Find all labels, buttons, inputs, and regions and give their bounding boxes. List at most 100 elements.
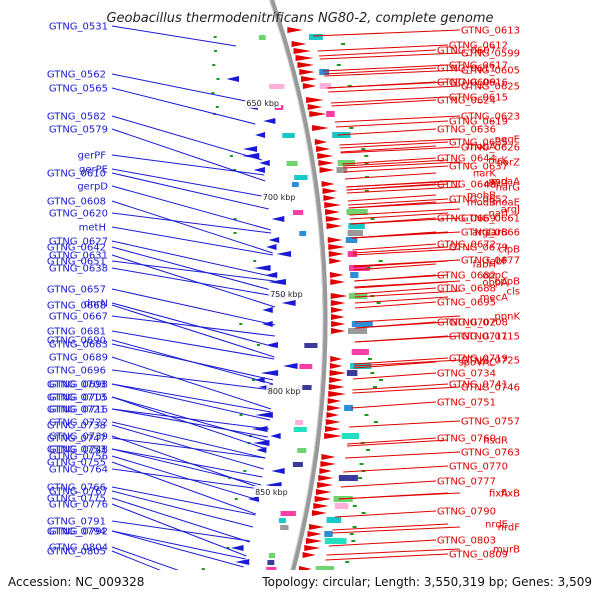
- forward-gene-arrow: [329, 363, 343, 369]
- feature-block: [349, 265, 370, 271]
- tick-mark: [211, 92, 215, 94]
- feature-block: [344, 405, 354, 411]
- left-gene-label: GTNG_0722: [49, 418, 108, 429]
- left-gene-label: GTNG_0642: [47, 243, 106, 254]
- right-gene-label: GTNG_0763: [461, 448, 520, 459]
- tick-mark: [367, 358, 372, 360]
- right-leader-line: [354, 287, 437, 295]
- tick-mark: [373, 386, 377, 388]
- feature-block: [348, 328, 368, 334]
- scale-mark-label: 750 kbp: [270, 290, 303, 299]
- tick-mark: [243, 470, 247, 472]
- right-gene-label: mobB: [467, 191, 496, 202]
- left-leader-line: [111, 383, 271, 421]
- left-gene-label: gerPF: [78, 151, 107, 162]
- right-gene-label: GTNG_0679: [449, 243, 508, 254]
- feature-block: [286, 161, 298, 166]
- left-leader-line: [111, 461, 256, 515]
- right-leader-line: [354, 290, 461, 298]
- forward-gene-arrow: [305, 538, 323, 544]
- tick-mark: [358, 477, 363, 479]
- feature-block: [346, 209, 368, 215]
- forward-gene-arrow: [320, 461, 336, 467]
- tick-mark: [201, 568, 205, 570]
- left-gene-label: GTNG_0764: [49, 465, 108, 476]
- right-leader-line: [318, 49, 437, 57]
- feature-block: [336, 167, 348, 173]
- forward-gene-arrow: [311, 510, 327, 516]
- left-gene-label: GTNG_0747: [47, 434, 106, 445]
- label-leader-lines: [111, 25, 461, 600]
- reverse-gene-arrow: [268, 237, 280, 243]
- right-leader-line: [322, 64, 449, 72]
- tick-mark: [365, 176, 369, 178]
- left-gene-label: GTNG_0651: [47, 257, 106, 268]
- forward-gene-arrow: [327, 237, 343, 243]
- left-gene-label: GTNG_0775: [47, 494, 106, 505]
- right-leader-line: [334, 115, 461, 123]
- tick-mark: [233, 169, 237, 171]
- left-leader-line: [111, 25, 237, 47]
- right-leader-line: [325, 553, 449, 561]
- tick-mark: [215, 106, 219, 108]
- scale-mark-label: 800 kbp: [268, 387, 301, 396]
- right-gene-label: GTNG_0607: [437, 46, 496, 57]
- left-leader-line: [111, 486, 256, 516]
- forward-gene-arrow: [322, 188, 338, 194]
- feature-block: [319, 83, 332, 89]
- scale-mark-bg: [245, 97, 282, 108]
- reverse-gene-arrow: [260, 370, 279, 376]
- reverse-gene-arrow: [266, 244, 277, 250]
- right-leader-line: [331, 99, 437, 107]
- tick-mark: [352, 505, 357, 507]
- left-gene-label: GTNG_0738: [47, 421, 106, 432]
- left-gene-label: GTNG_0681: [47, 327, 106, 338]
- left-gene-label: GTNG_0748: [49, 445, 108, 456]
- feature-block: [324, 538, 347, 544]
- right-leader-line: [354, 274, 437, 282]
- left-leader-line: [111, 254, 276, 308]
- genome-title: Geobacillus thermodenitrificans NG80-2, …: [106, 11, 493, 26]
- left-gene-label: GTNG_0698: [49, 380, 108, 391]
- forward-gene-arrow: [330, 356, 343, 362]
- left-leader-line: [111, 172, 269, 210]
- tick-mark: [256, 344, 260, 346]
- right-leader-line: [340, 480, 437, 488]
- feature-block: [347, 251, 357, 257]
- scale-mark-bg: [266, 385, 303, 396]
- right-gene-label: GTNG_0741: [449, 380, 508, 391]
- left-gene-label: dnrN: [84, 299, 108, 310]
- forward-gene-arrow: [327, 405, 342, 411]
- right-gene-label: GTNG_0615: [449, 93, 508, 104]
- forward-gene-arrow: [326, 412, 339, 418]
- right-leader-line: [338, 492, 449, 500]
- right-gene-label: GTNG_0688: [437, 284, 496, 295]
- right-gene-label: argJ: [501, 205, 520, 216]
- reverse-gene-arrow: [268, 279, 286, 285]
- right-gene-label: GTNG_0790: [437, 507, 496, 518]
- left-gene-label: GTNG_0689: [49, 353, 108, 364]
- right-gene-label: GTNG_0637: [449, 162, 508, 173]
- forward-gene-arrow: [291, 41, 307, 47]
- left-gene-label: GTNG_0703: [47, 380, 106, 391]
- tick-mark: [233, 232, 237, 234]
- feature-block: [326, 517, 342, 523]
- tick-mark: [214, 50, 218, 52]
- right-gene-label: narG: [496, 183, 520, 194]
- left-gene-label: GTNG_0753: [47, 445, 106, 456]
- right-leader-line: [352, 243, 437, 251]
- right-gene-label: GTNG_0751: [437, 398, 496, 409]
- left-gene-label: GTNG_0668: [47, 301, 106, 312]
- tick-mark: [239, 323, 243, 325]
- right-gene-label: fixA: [489, 489, 508, 500]
- forward-gene-arrow: [321, 454, 336, 460]
- right-gene-label: modB: [467, 198, 496, 209]
- left-leader-line: [111, 530, 244, 568]
- reverse-gene-arrow: [253, 265, 271, 271]
- right-leader-line: [337, 128, 437, 136]
- right-gene-label: moaA: [491, 177, 520, 188]
- right-gene-label: GTNG_0702: [437, 318, 496, 329]
- right-gene-label: GTNG_0669: [437, 214, 496, 225]
- left-leader-line: [111, 260, 275, 282]
